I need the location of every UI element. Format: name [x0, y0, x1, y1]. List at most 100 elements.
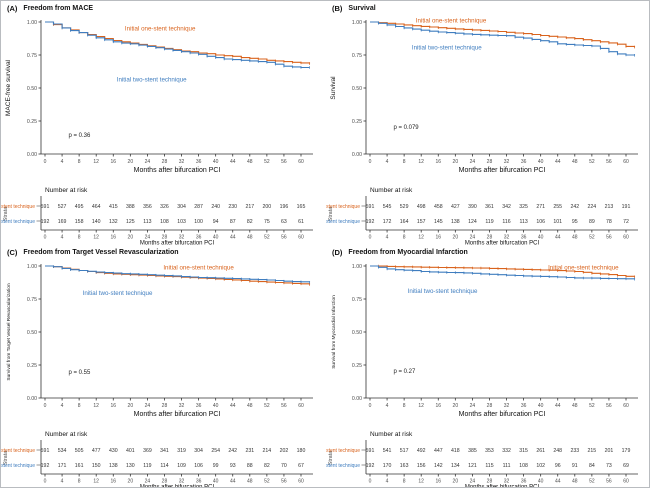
table-x-tick-label: 40 [213, 479, 219, 485]
y-axis-title: Survival from Target Vessel Revasculariz… [6, 283, 12, 381]
x-tick-label: 8 [78, 159, 81, 165]
risk-count: 158 [75, 219, 84, 225]
panel-a-letter: (A) [7, 4, 18, 13]
x-tick-label: 16 [110, 159, 116, 165]
x-tick-label: 52 [264, 403, 270, 409]
risk-count: 287 [194, 204, 203, 210]
table-x-tick-label: 24 [470, 479, 476, 485]
panel-b: (B) Survival 1.00 0.75 0.50 0.25 0.00 0 4 8 12 16… [326, 1, 649, 245]
risk-count: 119 [485, 219, 493, 225]
risk-count: 161 [75, 463, 84, 469]
risk-count: 248 [553, 448, 562, 454]
p-value: p = 0.27 [393, 369, 416, 375]
table-x-tick-label: 44 [555, 235, 561, 241]
table-x-tick-label: 56 [606, 479, 612, 485]
risk-count: 108 [160, 219, 169, 225]
table-x-tick-label: 32 [504, 479, 510, 485]
risk-count: 325 [519, 204, 528, 210]
risk-count: 157 [417, 219, 426, 225]
x-tick-label: 16 [435, 403, 441, 409]
x-tick-label: 32 [179, 159, 185, 165]
x-tick-label: 12 [418, 159, 424, 165]
table-x-tick-label: 4 [61, 235, 64, 241]
x-tick-label: 44 [555, 403, 561, 409]
risk-count: 415 [109, 204, 118, 210]
risk-count: 304 [194, 448, 203, 454]
risk-count: 89 [589, 219, 595, 225]
risk-count: 156 [417, 463, 426, 469]
risk-count: 84 [589, 463, 595, 469]
risk-count: 115 [485, 463, 493, 469]
two-stent-curve [45, 21, 310, 69]
table-x-tick-label: 48 [572, 235, 578, 241]
x-tick-label: 40 [213, 403, 219, 409]
risk-count: 142 [434, 463, 443, 469]
table-x-tick-label: 32 [179, 235, 185, 241]
risk-count: 304 [177, 204, 186, 210]
table-x-tick-label: 56 [281, 235, 287, 241]
risk-count: 170 [383, 463, 392, 469]
risk-count: 464 [92, 204, 101, 210]
x-tick-label: 56 [281, 403, 287, 409]
risk-row-label: Two-stent technique [326, 219, 360, 225]
x-tick-label: 20 [453, 159, 459, 165]
risk-count: 261 [536, 448, 545, 454]
table-x-tick-label: 40 [538, 479, 544, 485]
risk-count: 88 [247, 463, 253, 469]
y-tick-label: 0.25 [27, 363, 37, 369]
x-tick-label: 8 [403, 159, 406, 165]
x-tick-label: 16 [435, 159, 441, 165]
x-axis-title: Months after bifurcation PCI [134, 167, 221, 174]
table-x-axis-title: Months after bifurcation PCI [465, 485, 540, 488]
risk-count: 99 [213, 463, 219, 469]
x-tick-label: 60 [623, 159, 629, 165]
km-plot-svg: 1.000.750.500.250.000 4 8 12 16 20 24 28 32 36 40 4… [5, 20, 313, 174]
x-tick-label: 28 [487, 403, 493, 409]
table-x-tick-label: 0 [369, 479, 372, 485]
x-tick-label: 20 [128, 159, 134, 165]
table-x-tick-label: 20 [128, 479, 134, 485]
km-plot-c: 1.00 0.75 0.50 0.25 0.00 0 4 8 12 16 20 24 28 32 36 40 4… [1, 258, 326, 427]
strata-axis-label: Strata [328, 206, 334, 222]
risk-count: 102 [536, 463, 545, 469]
risk-count: 591 [366, 204, 375, 210]
table-x-tick-label: 56 [606, 235, 612, 241]
risk-count: 213 [605, 204, 614, 210]
p-value: p = 0.36 [68, 133, 91, 139]
table-x-tick-label: 52 [589, 235, 595, 241]
y-tick-label: 0.75 [27, 53, 37, 59]
x-tick-label: 36 [196, 403, 202, 409]
risk-count: 113 [519, 219, 527, 225]
risk-count: 101 [553, 219, 562, 225]
risk-count: 230 [228, 204, 237, 210]
y-axis-title: MACE-free survival [5, 59, 12, 116]
x-tick-label: 12 [93, 403, 99, 409]
risk-count: 163 [400, 463, 409, 469]
table-x-tick-label: 16 [110, 479, 116, 485]
table-x-tick-label: 24 [470, 235, 476, 241]
risk-count: 100 [194, 219, 203, 225]
two-stent-curve [370, 21, 636, 56]
x-tick-label: 52 [264, 159, 270, 165]
panel-b-letter: (B) [332, 4, 343, 13]
y-tick-label: 0.75 [27, 297, 37, 303]
risk-count: 342 [502, 204, 511, 210]
risk-count: 529 [400, 204, 409, 210]
x-tick-label: 28 [162, 159, 168, 165]
risk-count: 332 [502, 448, 511, 454]
risk-row-label: One-stent technique [1, 204, 35, 210]
panel-d-name: Freedom from Myocardial Infarction [348, 249, 468, 256]
strata-axis-label: Strata [328, 450, 334, 466]
y-tick-label: 0.00 [27, 152, 37, 158]
x-tick-label: 12 [418, 403, 424, 409]
risk-count: 150 [92, 463, 101, 469]
risk-count: 326 [160, 204, 169, 210]
risk-row-label: Two-stent technique [326, 463, 360, 469]
risk-table-svg: Number at risk StrataOne-stent technique 5… [326, 187, 638, 245]
x-tick-label: 44 [555, 159, 561, 165]
risk-count: 109 [177, 463, 186, 469]
risk-count: 356 [143, 204, 152, 210]
risk-row-label: One-stent technique [326, 448, 360, 454]
y-tick-label: 0.00 [352, 396, 362, 402]
risk-count: 91 [572, 463, 578, 469]
